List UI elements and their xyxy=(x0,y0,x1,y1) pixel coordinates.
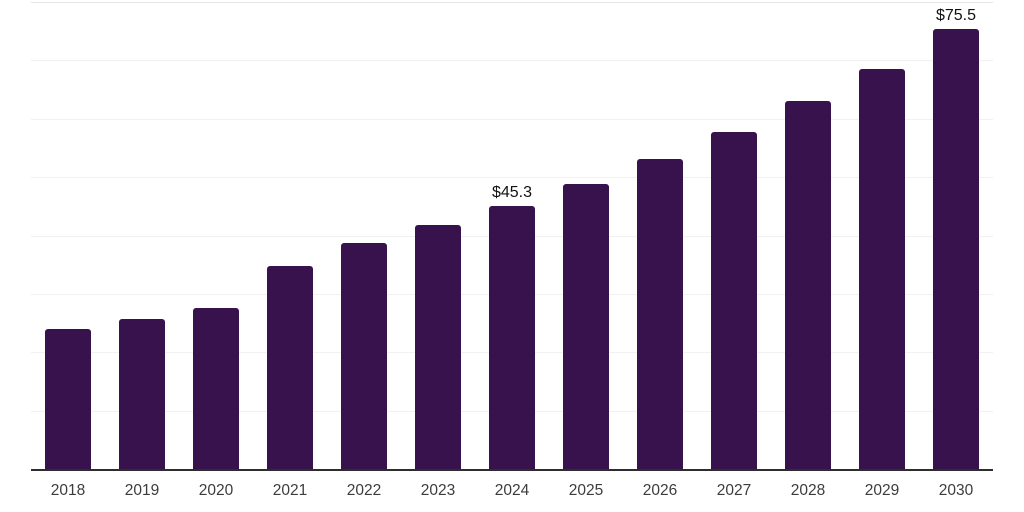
bar-2019 xyxy=(119,319,165,470)
gridline xyxy=(31,118,993,120)
x-tick-label: 2022 xyxy=(346,482,382,499)
gridline xyxy=(31,177,993,179)
bar-2023 xyxy=(415,224,461,470)
x-tick-label: 2020 xyxy=(198,482,234,499)
x-tick-label: 2029 xyxy=(864,482,900,499)
x-tick-label: 2018 xyxy=(50,482,86,499)
x-tick-label: 2024 xyxy=(494,482,530,499)
bar-2025 xyxy=(563,183,609,470)
bar-value-label: $75.5 xyxy=(935,7,977,25)
gridline xyxy=(31,2,993,3)
x-axis-line xyxy=(31,469,993,471)
x-tick-label: 2019 xyxy=(124,482,160,499)
bar-2030 xyxy=(933,29,979,470)
bar-2021 xyxy=(267,266,313,470)
x-tick-label: 2021 xyxy=(272,482,308,499)
x-tick-label: 2028 xyxy=(790,482,826,499)
bar-2018 xyxy=(45,329,91,470)
bar-2027 xyxy=(711,132,757,470)
bar-2029 xyxy=(859,68,905,470)
bar-value-label: $45.3 xyxy=(491,183,533,201)
bar-2022 xyxy=(341,242,387,470)
plot-area: $45.3 $75.5 xyxy=(31,2,993,470)
bar-2028 xyxy=(785,100,831,470)
gridline xyxy=(31,60,993,62)
x-tick-label: 2027 xyxy=(716,482,752,499)
bar-2024 xyxy=(489,205,535,470)
bar-2026 xyxy=(637,158,683,470)
x-tick-label: 2030 xyxy=(938,482,974,499)
x-tick-label: 2025 xyxy=(568,482,604,499)
x-tick-label: 2026 xyxy=(642,482,678,499)
x-tick-label: 2023 xyxy=(420,482,456,499)
bar-2020 xyxy=(193,307,239,470)
